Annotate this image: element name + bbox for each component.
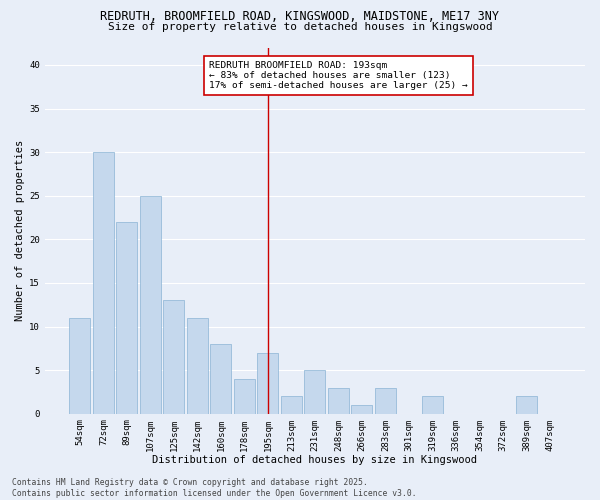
Bar [211, 344, 232, 414]
Text: Size of property relative to detached houses in Kingswood: Size of property relative to detached ho… [107, 22, 493, 32]
Bar [116, 222, 137, 414]
Bar [257, 352, 278, 414]
Bar [281, 396, 302, 413]
Bar [70, 318, 91, 414]
Bar [352, 405, 373, 413]
Bar [422, 396, 443, 413]
Text: REDRUTH BROOMFIELD ROAD: 193sqm
← 83% of detached houses are smaller (123)
17% o: REDRUTH BROOMFIELD ROAD: 193sqm ← 83% of… [209, 60, 468, 90]
Bar [328, 388, 349, 413]
Bar [375, 388, 396, 413]
Bar [93, 152, 114, 413]
Bar [187, 318, 208, 414]
Text: REDRUTH, BROOMFIELD ROAD, KINGSWOOD, MAIDSTONE, ME17 3NY: REDRUTH, BROOMFIELD ROAD, KINGSWOOD, MAI… [101, 10, 499, 23]
X-axis label: Distribution of detached houses by size in Kingswood: Distribution of detached houses by size … [152, 455, 478, 465]
Bar [304, 370, 325, 414]
Bar [516, 396, 537, 413]
Bar [163, 300, 184, 414]
Bar [234, 379, 255, 414]
Bar [140, 196, 161, 414]
Y-axis label: Number of detached properties: Number of detached properties [15, 140, 25, 321]
Text: Contains HM Land Registry data © Crown copyright and database right 2025.
Contai: Contains HM Land Registry data © Crown c… [12, 478, 416, 498]
